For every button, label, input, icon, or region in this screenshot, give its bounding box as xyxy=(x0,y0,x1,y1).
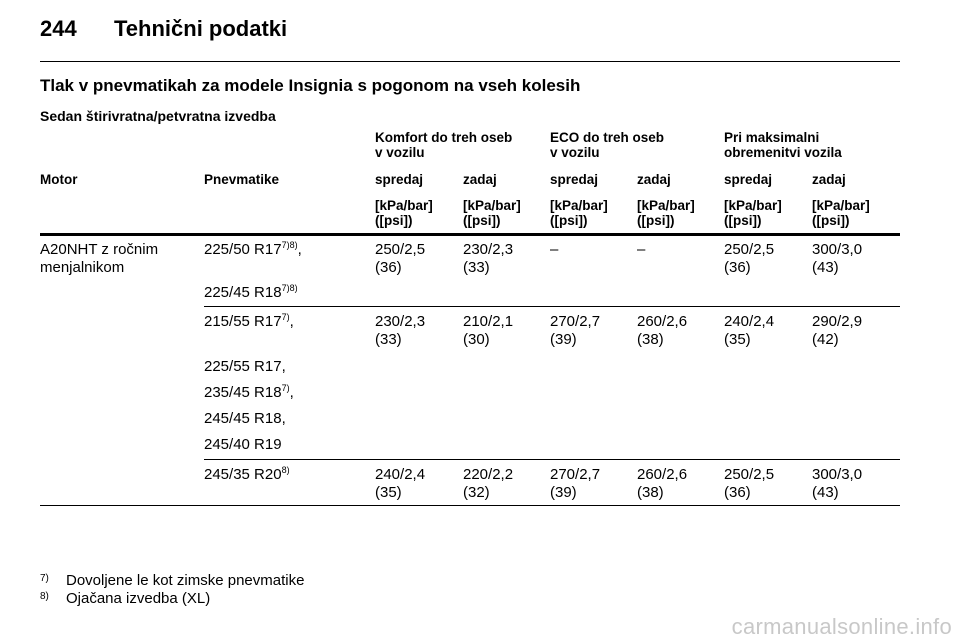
tyre-size: 245/35 R208) xyxy=(204,465,290,484)
column-header-motor: Motor xyxy=(40,172,78,187)
pressure-value: 260/2,6 (38) xyxy=(637,466,688,501)
tyre-size: 245/45 R18, xyxy=(204,410,286,427)
pressure-value: 220/2,2 (32) xyxy=(463,466,514,501)
column-header-zadaj: zadaj xyxy=(463,172,497,187)
tyre-size: 225/45 R187)8) xyxy=(204,283,298,302)
pressure-value: – xyxy=(637,241,646,258)
pressure-value: 250/2,5 (36) xyxy=(375,241,426,276)
tyre-size: 215/55 R177), xyxy=(204,312,294,331)
column-group-eco: ECO do treh oseb v vozilu xyxy=(550,130,665,160)
column-header-spredaj: spredaj xyxy=(550,172,599,187)
row-divider xyxy=(204,459,900,460)
pressure-value: 230/2,3 (33) xyxy=(375,313,426,348)
column-group-komfort: Komfort do treh oseb v vozilu xyxy=(375,130,513,160)
unit-label: [kPa/bar] ([psi]) xyxy=(463,198,521,228)
unit-label: [kPa/bar] ([psi]) xyxy=(550,198,608,228)
tyre-size: 225/50 R177)8), xyxy=(204,240,302,259)
watermark: carmanualsonline.info xyxy=(731,614,952,639)
tyre-size: 225/55 R17, xyxy=(204,358,286,375)
footnote-text: Ojačana izvedba (XL) xyxy=(66,590,211,607)
unit-label: [kPa/bar] ([psi]) xyxy=(812,198,870,228)
column-header-zadaj: zadaj xyxy=(812,172,846,187)
pressure-value: 270/2,7 (39) xyxy=(550,313,601,348)
unit-label: [kPa/bar] ([psi]) xyxy=(637,198,695,228)
pressure-value: 290/2,9 (42) xyxy=(812,313,863,348)
table-subtitle: Sedan štirivratna/petvratna izvedba xyxy=(40,108,276,124)
header-divider xyxy=(40,61,900,62)
pressure-value: 240/2,4 (35) xyxy=(724,313,775,348)
footnote-text: Dovoljene le kot zimske pnevmatike xyxy=(66,572,305,589)
pressure-value: 260/2,6 (38) xyxy=(637,313,688,348)
pressure-value: – xyxy=(550,241,559,258)
page-title: Tehnični podatki xyxy=(114,16,288,41)
table-bottom-rule xyxy=(40,505,900,506)
page-number: 244 xyxy=(40,16,77,41)
pressure-value: 250/2,5 (36) xyxy=(724,241,775,276)
tyre-size: 245/40 R19 xyxy=(204,436,282,453)
pressure-value: 210/2,1 (30) xyxy=(463,313,514,348)
footnote-mark: 7) xyxy=(40,573,49,584)
column-header-spredaj: spredaj xyxy=(724,172,773,187)
pressure-value: 230/2,3 (33) xyxy=(463,241,514,276)
footnote-mark: 8) xyxy=(40,591,49,602)
pressure-value: 270/2,7 (39) xyxy=(550,466,601,501)
pressure-value: 300/3,0 (43) xyxy=(812,466,863,501)
motor-cell: A20NHT z ročnim menjalnikom xyxy=(40,241,159,276)
pressure-value: 240/2,4 (35) xyxy=(375,466,426,501)
section-title: Tlak v pnevmatikah za modele Insignia s … xyxy=(40,76,581,95)
pressure-value: 300/3,0 (43) xyxy=(812,241,863,276)
pressure-value: 250/2,5 (36) xyxy=(724,466,775,501)
column-header-zadaj: zadaj xyxy=(637,172,671,187)
column-header-spredaj: spredaj xyxy=(375,172,424,187)
tyre-size: 235/45 R187), xyxy=(204,383,294,402)
column-header-pnevmatike: Pnevmatike xyxy=(204,172,280,187)
unit-label: [kPa/bar] ([psi]) xyxy=(375,198,433,228)
unit-label: [kPa/bar] ([psi]) xyxy=(724,198,782,228)
header-rule xyxy=(40,233,900,236)
column-group-max: Pri maksimalni obremenitvi vozila xyxy=(724,130,842,160)
row-divider xyxy=(204,306,900,307)
